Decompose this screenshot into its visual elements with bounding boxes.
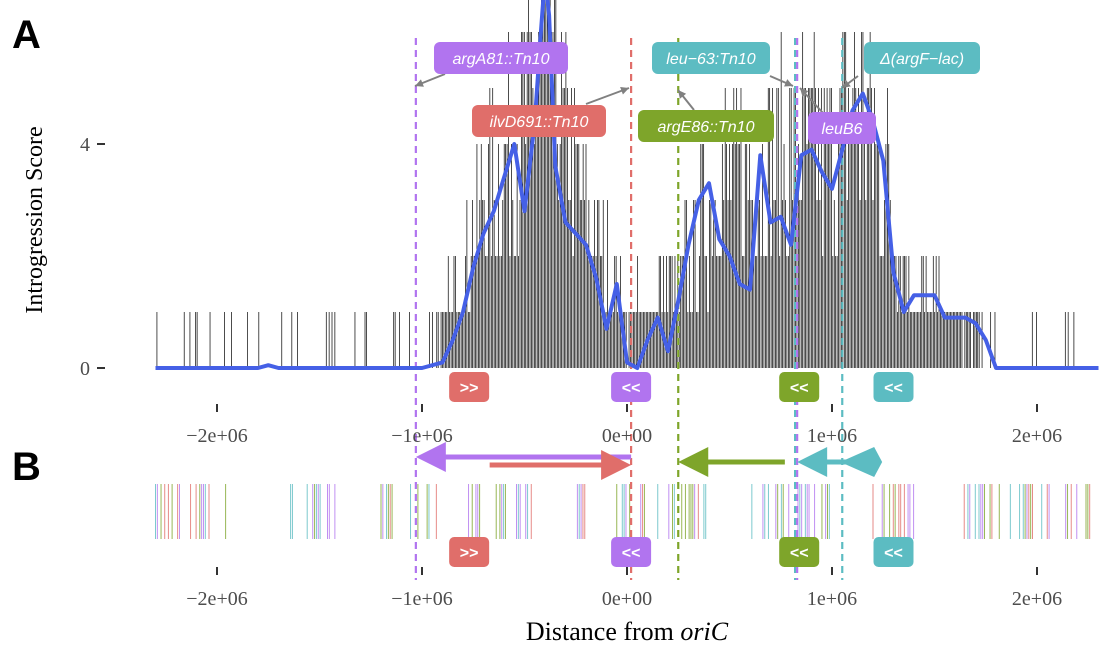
panel-a-x-tick-label: 0e+00 [602, 425, 652, 447]
marker-label-box [652, 42, 770, 74]
x-axis-label-main: Distance from [526, 617, 681, 646]
marker-label-box [472, 105, 606, 137]
marker-label: ilvD691::Tn10 [472, 87, 630, 137]
direction-badge-text: >> [460, 380, 479, 397]
direction-arrow [797, 447, 843, 477]
direction-arrow [678, 447, 785, 477]
direction-badge-text: << [884, 545, 903, 562]
direction-badge-text: << [884, 380, 903, 397]
panel-b-x-tick-label: 2e+06 [1012, 588, 1062, 610]
marker-label: Δ(argF−lac) [841, 42, 980, 89]
direction-badge: >> [449, 537, 490, 567]
leader-arrowhead [620, 87, 629, 95]
marker-label-box [434, 42, 568, 74]
y-axis-label: Introgression Score [22, 126, 48, 313]
x-axis-label-italic: oriC [680, 617, 728, 646]
y-tick-label: 4 [80, 134, 90, 156]
panel-b-x-tick-label: 1e+06 [807, 588, 857, 610]
panel-a-x-tick-label: 2e+06 [1012, 425, 1062, 447]
direction-arrow [840, 447, 883, 477]
direction-badge: >> [449, 372, 490, 402]
x-axis-label: Distance from oriC [526, 617, 729, 646]
panel-a-smooth-line [155, 0, 1099, 370]
panel-b-x-tick-label: −2e+06 [186, 588, 247, 610]
direction-badge-text: << [790, 380, 809, 397]
marker-label: argA81::Tn10 [414, 42, 568, 87]
direction-badge: << [779, 537, 820, 567]
leader-arrowhead [784, 79, 793, 87]
direction-badges: >> << << << >> << << << [449, 372, 914, 567]
marker-label-box [864, 42, 980, 74]
leader-arrowhead [678, 90, 687, 99]
leader-arrowhead [800, 88, 809, 97]
panel-b-x-tick-label: −1e+06 [391, 588, 452, 610]
axes: 04812−2e+06−1e+060e+001e+062e+06−2e+06−1… [80, 134, 1062, 610]
direction-badge: << [779, 372, 820, 402]
panel-a-histogram [156, 0, 1075, 368]
direction-badge: << [611, 372, 652, 402]
panel-a-label: A [12, 13, 41, 57]
smooth-line [155, 0, 1099, 370]
marker-label: argE86::Tn10 [638, 89, 774, 142]
panel-a-x-tick-label: −2e+06 [186, 425, 247, 447]
direction-arrow [415, 442, 632, 472]
marker-label-text: ilvD691::Tn10 [490, 114, 589, 131]
direction-badge: << [611, 537, 652, 567]
marker-label: leuB6 [799, 87, 876, 144]
marker-label-box [638, 110, 774, 142]
marker-label-box [808, 112, 876, 144]
panel-a-x-tick-label: −1e+06 [391, 425, 452, 447]
panel-b-site-strip [155, 484, 1091, 539]
direction-badge-text: << [790, 545, 809, 562]
marker-label-text: leuB6 [822, 121, 863, 138]
y-tick-label: 0 [80, 358, 90, 380]
direction-badge: << [873, 372, 914, 402]
direction-badge-text: << [622, 380, 641, 397]
direction-badge-text: >> [460, 545, 479, 562]
marker-label-text: Δ(argF−lac) [879, 51, 964, 68]
leader-arrowhead [415, 79, 424, 87]
direction-badge: << [873, 537, 914, 567]
leader-arrowhead [842, 80, 851, 88]
marker-label-text: argA81::Tn10 [453, 51, 550, 68]
marker-label-text: leu−63:Tn10 [666, 51, 756, 68]
direction-arrow [489, 450, 632, 480]
direction-badge-text: << [622, 545, 641, 562]
marker-label: leu−63:Tn10 [652, 42, 794, 87]
panel-b-x-tick-label: 0e+00 [602, 588, 652, 610]
panel-b-label: B [12, 445, 41, 489]
panel-b-direction-arrows [415, 442, 883, 480]
panel-a-x-tick-label: 1e+06 [807, 425, 857, 447]
marker-label-text: argE86::Tn10 [658, 119, 755, 136]
